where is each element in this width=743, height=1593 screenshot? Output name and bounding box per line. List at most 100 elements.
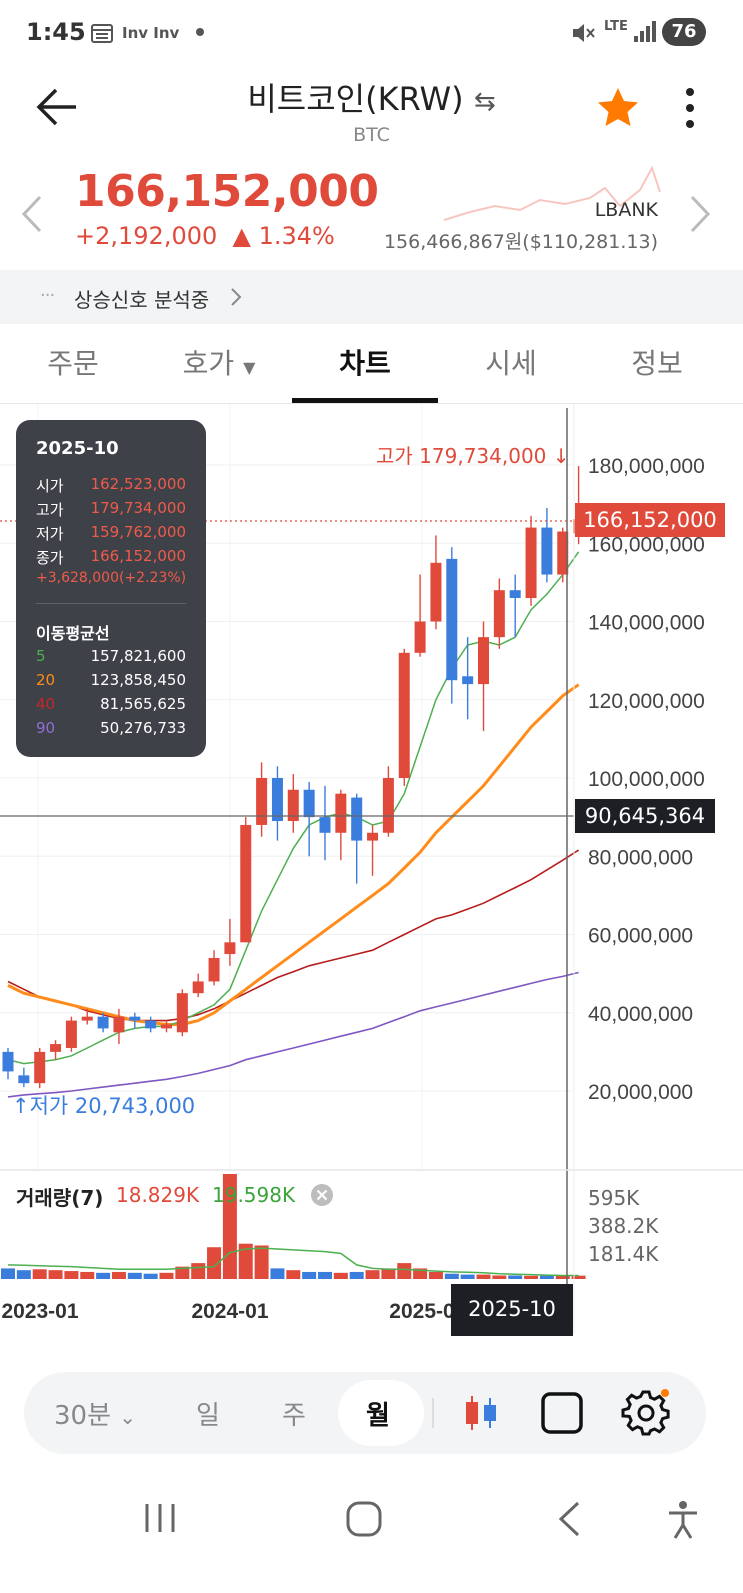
page-title: 비트코인(KRW) ⇆ — [247, 80, 496, 118]
tab-market[interactable]: 시세 — [485, 347, 537, 380]
volume-bar — [270, 1268, 285, 1279]
volume-bar — [32, 1269, 47, 1279]
recent-apps-icon[interactable] — [143, 1500, 177, 1536]
candle-body — [224, 942, 236, 955]
volume-bar — [175, 1266, 190, 1279]
volume-ma-line — [7, 1247, 579, 1277]
volume-bar — [64, 1271, 79, 1279]
volume-bar — [444, 1273, 459, 1279]
volume-bar — [318, 1271, 332, 1279]
ma5-label: 5 — [36, 647, 46, 665]
candle-body — [462, 676, 474, 685]
interval-month-button[interactable]: 월 — [366, 1401, 390, 1431]
ma40-line — [7, 849, 580, 1022]
low-marker: ↑저가 20,743,000 — [12, 1094, 196, 1118]
candle-body — [129, 1016, 141, 1021]
volume-bar — [48, 1270, 63, 1279]
calendar-icon — [91, 24, 113, 43]
volume-tick: 388.2K — [588, 1214, 659, 1238]
star-icon[interactable] — [596, 86, 640, 128]
volume-bar — [238, 1243, 253, 1279]
volume-bar — [460, 1274, 475, 1279]
ma5-value: 157,821,600 — [90, 647, 186, 665]
crosshair-date-tag: 2025-10 — [451, 1284, 573, 1336]
y-tick-label: 120,000,000 — [588, 690, 705, 713]
price-chart[interactable]: 180,000,000 160,000,000 140,000,000 120,000… — [0, 404, 743, 1344]
low-value: 159,762,000 — [90, 523, 186, 541]
ma90-line — [7, 971, 579, 1098]
volume-bar — [492, 1275, 507, 1279]
current-price-tag: 166,152,000 — [575, 503, 725, 537]
interval-active-pill — [338, 1380, 424, 1446]
control-divider — [432, 1398, 434, 1428]
price-change: +2,192,000 ▲ 1.34% — [75, 222, 335, 250]
dots-icon: ··· — [40, 285, 55, 306]
ma90-label: 90 — [36, 719, 56, 737]
candle-body — [319, 817, 331, 833]
ma40-label: 40 — [36, 695, 56, 713]
candle-body — [145, 1020, 157, 1029]
volume-bar — [571, 1275, 586, 1279]
volume-bar — [349, 1271, 364, 1279]
status-time: 1:45 — [26, 18, 86, 46]
candle-body — [256, 778, 268, 825]
candle-body — [493, 590, 505, 638]
current-price: 166,152,000 — [75, 166, 379, 217]
volume-tick: 181.4K — [588, 1242, 659, 1266]
close-label: 종가 — [36, 549, 64, 567]
volume-bar — [222, 1174, 237, 1279]
fullscreen-icon[interactable] — [540, 1391, 584, 1435]
volume-bar — [80, 1271, 95, 1279]
chevron-left-icon[interactable] — [20, 194, 44, 234]
notification-dot — [196, 28, 204, 36]
candle-body — [430, 562, 442, 622]
candle-body — [557, 531, 569, 575]
interval-week-button[interactable]: 주 — [282, 1401, 306, 1431]
chevron-right-icon[interactable] — [688, 194, 712, 234]
low-label: 저가 — [36, 525, 64, 543]
volume-value-green: 19.598K — [212, 1183, 296, 1207]
tab-info[interactable]: 정보 — [631, 347, 683, 380]
arrow-up-icon: ↑ — [12, 1094, 30, 1118]
signal-bar[interactable] — [0, 270, 743, 324]
volume-bar — [96, 1272, 111, 1279]
candle-body — [18, 1075, 30, 1084]
interval-30m-button[interactable]: 30분 ⌄ — [54, 1401, 137, 1431]
crosshair-price-tag: 90,645,364 — [575, 799, 715, 833]
candle-body — [351, 797, 363, 841]
candle-body — [50, 1044, 62, 1052]
close-value: 166,152,000 — [90, 547, 186, 565]
tab-orderbook[interactable]: 호가 ▼ — [182, 347, 256, 380]
home-icon[interactable] — [345, 1500, 383, 1538]
exchange-price: 156,466,867원($110,281.13) — [383, 231, 658, 253]
candle-body — [192, 981, 204, 994]
tab-chart[interactable]: 차트 — [339, 347, 391, 380]
more-vertical-icon[interactable] — [680, 86, 700, 130]
ma20-label: 20 — [36, 671, 56, 689]
info-date: 2025-10 — [36, 438, 119, 459]
volume-bar — [333, 1272, 348, 1279]
exchange-name: LBANK — [594, 199, 658, 221]
chevron-right-small-icon — [231, 288, 242, 306]
arrow-left-icon[interactable] — [34, 86, 80, 128]
volume-bar — [191, 1263, 206, 1279]
volume-bar — [286, 1270, 301, 1279]
candle-body — [541, 527, 553, 575]
gear-icon[interactable] — [620, 1388, 672, 1438]
swap-icon[interactable]: ⇆ — [473, 87, 496, 117]
candle-body — [161, 1024, 172, 1029]
volume-value-red: 18.829K — [116, 1183, 200, 1207]
volume-bar — [428, 1271, 443, 1279]
candle-body — [303, 789, 315, 818]
back-nav-icon[interactable] — [556, 1500, 582, 1538]
interval-day-button[interactable]: 일 — [196, 1401, 220, 1431]
close-circle-icon[interactable] — [310, 1183, 334, 1207]
candle-type-icon[interactable] — [460, 1392, 502, 1434]
tab-indicator — [292, 398, 438, 403]
network-type: LTE — [604, 19, 628, 34]
candle-body — [367, 832, 379, 841]
accessibility-icon[interactable] — [666, 1500, 700, 1540]
volume-bar — [143, 1273, 158, 1279]
tab-order[interactable]: 주문 — [47, 347, 99, 380]
candle-body — [509, 590, 521, 599]
